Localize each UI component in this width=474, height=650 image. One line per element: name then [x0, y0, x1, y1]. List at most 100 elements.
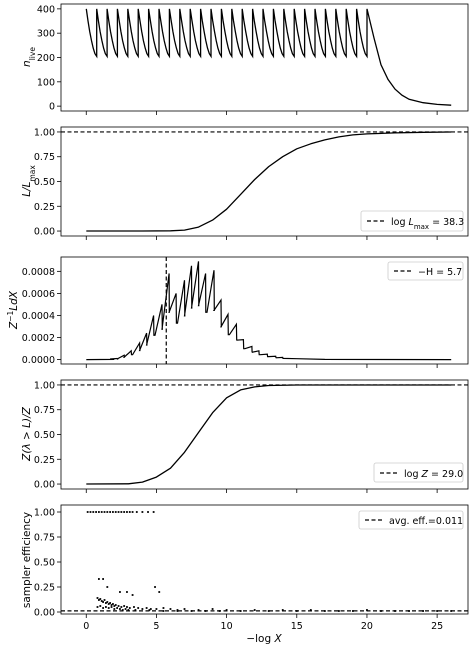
- scatter-point: [352, 610, 354, 612]
- panel-posterior-mass-ylabel: Z−1LdX: [6, 290, 21, 330]
- panel-likelihood-ylabel: L/Lmax: [21, 165, 37, 197]
- scatter-point: [137, 607, 140, 609]
- legend-label: log Z = 29.0: [404, 469, 463, 480]
- scatter-point: [119, 608, 121, 610]
- scatter-point: [105, 602, 107, 604]
- scatter-point: [197, 609, 200, 611]
- y-tick-label: 0.25: [34, 202, 55, 213]
- y-tick-label: 0.25: [34, 583, 55, 594]
- scatter-point: [408, 610, 410, 612]
- scatter-point: [155, 608, 158, 610]
- legend-box: [387, 261, 464, 281]
- scatter-point: [239, 610, 242, 612]
- panel-evidence-ylabel: Z(λ > L)/Z: [21, 406, 33, 461]
- scatter-point: [124, 608, 127, 610]
- series-line: [86, 384, 452, 485]
- panel-posterior-mass-legend: −H = 5.7: [387, 261, 464, 281]
- legend-box: [358, 510, 464, 530]
- legend-label: avg. eff.=0.011: [389, 516, 463, 527]
- y-tick-label: 300: [37, 29, 55, 40]
- scatter-point: [145, 607, 148, 609]
- scatter-point: [97, 578, 100, 580]
- scatter-point: [116, 607, 119, 609]
- legend-label: −H = 5.7: [418, 267, 462, 278]
- scatter-point: [113, 608, 116, 610]
- scatter-point: [96, 606, 99, 608]
- panel-likelihood: 0.00 0.25 0.50 0.75 1.00 L/Lmax log Lmax = 3…: [21, 126, 469, 240]
- legend-box: [373, 462, 464, 483]
- scatter-point: [253, 609, 256, 611]
- scatter-point: [102, 578, 105, 580]
- scatter-point: [190, 610, 193, 612]
- scatter-point: [106, 586, 109, 588]
- scatter-point: [148, 609, 151, 611]
- scatter-point: [131, 594, 134, 596]
- panel-posterior-mass-xticks: [85, 364, 438, 368]
- scatter-point: [211, 608, 214, 610]
- y-tick-label: 1.00: [34, 508, 55, 519]
- scatter-point: [114, 604, 117, 606]
- scatter-point: [117, 605, 120, 607]
- scatter-point: [169, 608, 172, 610]
- panel-efficiency-yticks: 0.00 0.25 0.50 0.75 1.00: [34, 508, 61, 619]
- panel-evidence-marks: [61, 384, 468, 485]
- scatter-point: [158, 591, 161, 593]
- panel-evidence-xticks: [85, 489, 438, 493]
- scatter-point: [106, 511, 109, 513]
- scatter-point: [100, 511, 103, 513]
- x-tick-label: 20: [361, 621, 373, 632]
- scatter-point: [141, 511, 144, 513]
- y-tick-label: 0.0004: [22, 311, 55, 322]
- scatter-point: [99, 598, 102, 600]
- y-tick-label: 100: [37, 77, 55, 88]
- scatter-point: [149, 608, 152, 610]
- scatter-point: [128, 607, 131, 609]
- scatter-point: [218, 610, 221, 612]
- scatter-point: [154, 586, 156, 588]
- panel-posterior-mass: 0.0000 0.0002 0.0004 0.0006 0.0008 Z−1LdX −H…: [6, 256, 469, 368]
- scatter-point: [183, 608, 186, 610]
- scatter-point: [113, 605, 116, 607]
- panel-posterior-mass-frame: [60, 256, 469, 365]
- series-line: [86, 131, 452, 232]
- panel-nlive-xticks: [85, 111, 438, 115]
- scatter-point: [121, 609, 124, 611]
- scatter-point: [128, 511, 131, 513]
- panel-nlive-yticks: 0 100 200 300 400: [37, 4, 61, 113]
- scatter-point: [123, 605, 126, 607]
- scatter-point: [107, 603, 110, 605]
- y-tick-label: 0.00: [34, 227, 55, 238]
- scatter-point: [162, 610, 165, 612]
- y-tick-label: 1.00: [34, 380, 55, 391]
- scatter-point: [114, 511, 117, 513]
- scatter-point: [162, 607, 165, 609]
- scatter-point: [281, 609, 284, 611]
- scatter-point: [267, 610, 270, 612]
- scatter-point: [133, 606, 135, 608]
- scatter-point: [102, 607, 105, 609]
- scatter-point: [323, 610, 326, 612]
- panel-evidence-yticks: 0.00 0.25 0.50 0.75 1.00: [34, 380, 61, 491]
- series-line: [85, 8, 452, 106]
- y-tick-label: 0.25: [34, 455, 55, 466]
- panel-likelihood-xticks: [85, 236, 438, 240]
- scatter-point: [366, 609, 368, 611]
- scatter-point: [120, 606, 123, 608]
- y-tick-label: 0.0006: [22, 289, 55, 300]
- scatter-point: [225, 609, 228, 611]
- panel-efficiency-frame: [60, 504, 469, 615]
- scatter-point: [127, 609, 130, 611]
- legend-box: [360, 210, 464, 232]
- scatter-point: [394, 610, 396, 612]
- scatter-point: [204, 610, 207, 612]
- x-tick-label: 5: [153, 621, 159, 632]
- y-tick-label: 0.00: [34, 480, 55, 491]
- scatter-point: [380, 610, 382, 612]
- scatter-point: [147, 511, 149, 513]
- scatter-point: [92, 511, 95, 513]
- scatter-point: [123, 511, 126, 513]
- scatter-point: [97, 599, 100, 601]
- panel-efficiency-ylabel: sampler efficiency: [21, 512, 33, 608]
- scatter-point: [105, 606, 107, 608]
